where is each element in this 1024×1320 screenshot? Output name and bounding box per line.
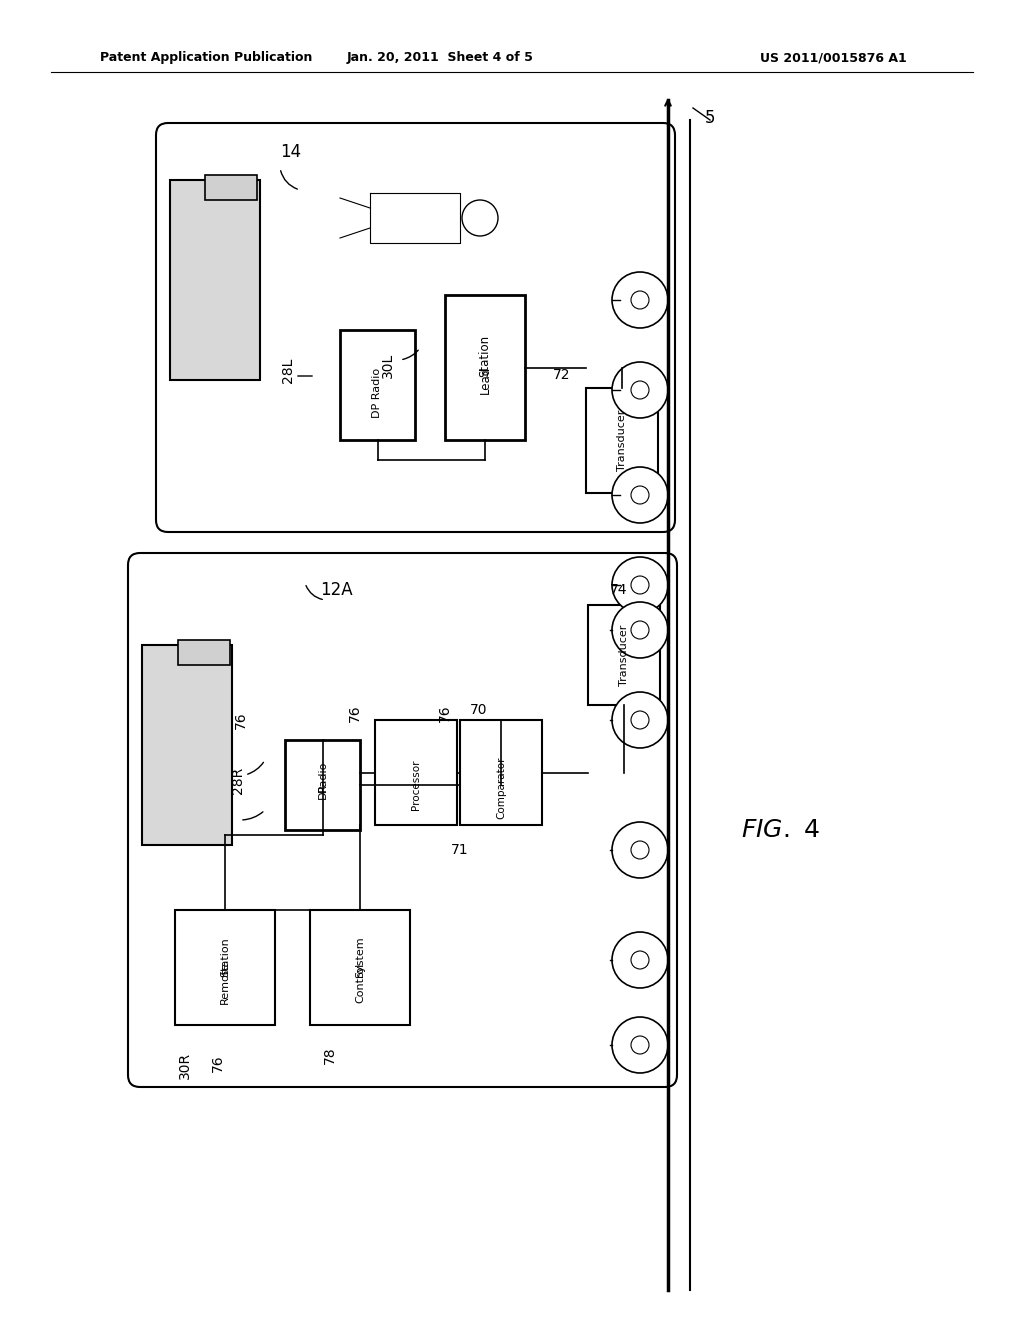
- Circle shape: [612, 602, 668, 657]
- Bar: [170, 180, 260, 380]
- FancyBboxPatch shape: [156, 123, 675, 532]
- Text: $\it{FIG.\ 4}$: $\it{FIG.\ 4}$: [740, 818, 819, 842]
- Circle shape: [612, 692, 668, 748]
- Circle shape: [612, 932, 668, 987]
- Circle shape: [612, 557, 668, 612]
- Circle shape: [631, 620, 649, 639]
- Text: 76: 76: [348, 704, 362, 722]
- Bar: [340, 330, 415, 440]
- Circle shape: [631, 576, 649, 594]
- Text: Patent Application Publication: Patent Application Publication: [100, 51, 312, 65]
- Text: 70: 70: [470, 704, 487, 717]
- Circle shape: [631, 1036, 649, 1053]
- Text: Station: Station: [220, 937, 230, 977]
- Text: 76: 76: [211, 1055, 225, 1072]
- Text: Station: Station: [478, 334, 492, 376]
- Bar: [178, 640, 230, 665]
- Text: Transducer: Transducer: [617, 409, 627, 471]
- Text: 30L: 30L: [381, 352, 395, 378]
- Text: 30R: 30R: [178, 1052, 193, 1078]
- Text: 71: 71: [452, 843, 469, 857]
- Text: DP: DP: [317, 783, 328, 799]
- Bar: [588, 605, 660, 705]
- Bar: [586, 388, 658, 492]
- Text: Control: Control: [355, 962, 365, 1003]
- Circle shape: [631, 711, 649, 729]
- Bar: [310, 909, 410, 1026]
- Text: 76: 76: [438, 704, 452, 722]
- Bar: [375, 719, 457, 825]
- Text: 5: 5: [705, 110, 715, 127]
- Text: 72: 72: [553, 368, 570, 381]
- Text: 76: 76: [234, 711, 248, 729]
- Bar: [445, 294, 525, 440]
- Circle shape: [631, 381, 649, 399]
- Text: 14: 14: [280, 143, 301, 161]
- Text: System: System: [355, 937, 365, 978]
- Bar: [205, 176, 257, 201]
- Text: Lead: Lead: [478, 366, 492, 393]
- Circle shape: [612, 467, 668, 523]
- Circle shape: [631, 950, 649, 969]
- Text: Jan. 20, 2011  Sheet 4 of 5: Jan. 20, 2011 Sheet 4 of 5: [346, 51, 534, 65]
- Text: 78: 78: [323, 1047, 337, 1064]
- Text: Radio: Radio: [317, 760, 328, 792]
- Circle shape: [612, 362, 668, 418]
- Bar: [460, 719, 542, 825]
- Bar: [175, 909, 275, 1026]
- Circle shape: [631, 290, 649, 309]
- Text: Comparator: Comparator: [496, 756, 506, 818]
- Bar: [285, 741, 360, 830]
- Circle shape: [612, 272, 668, 327]
- Text: Remote: Remote: [220, 961, 230, 1005]
- FancyBboxPatch shape: [128, 553, 677, 1086]
- Bar: [142, 645, 232, 845]
- Text: 12A: 12A: [319, 581, 352, 599]
- Circle shape: [631, 841, 649, 859]
- Text: US 2011/0015876 A1: US 2011/0015876 A1: [760, 51, 906, 65]
- Circle shape: [462, 201, 498, 236]
- Text: 28R: 28R: [231, 767, 245, 793]
- Circle shape: [631, 486, 649, 504]
- Circle shape: [612, 822, 668, 878]
- Circle shape: [612, 1016, 668, 1073]
- Text: DP Radio: DP Radio: [373, 368, 383, 418]
- Text: 74: 74: [610, 583, 628, 597]
- Text: Processor: Processor: [411, 759, 421, 809]
- Text: Transducer: Transducer: [618, 624, 629, 685]
- Text: 28L: 28L: [281, 358, 295, 383]
